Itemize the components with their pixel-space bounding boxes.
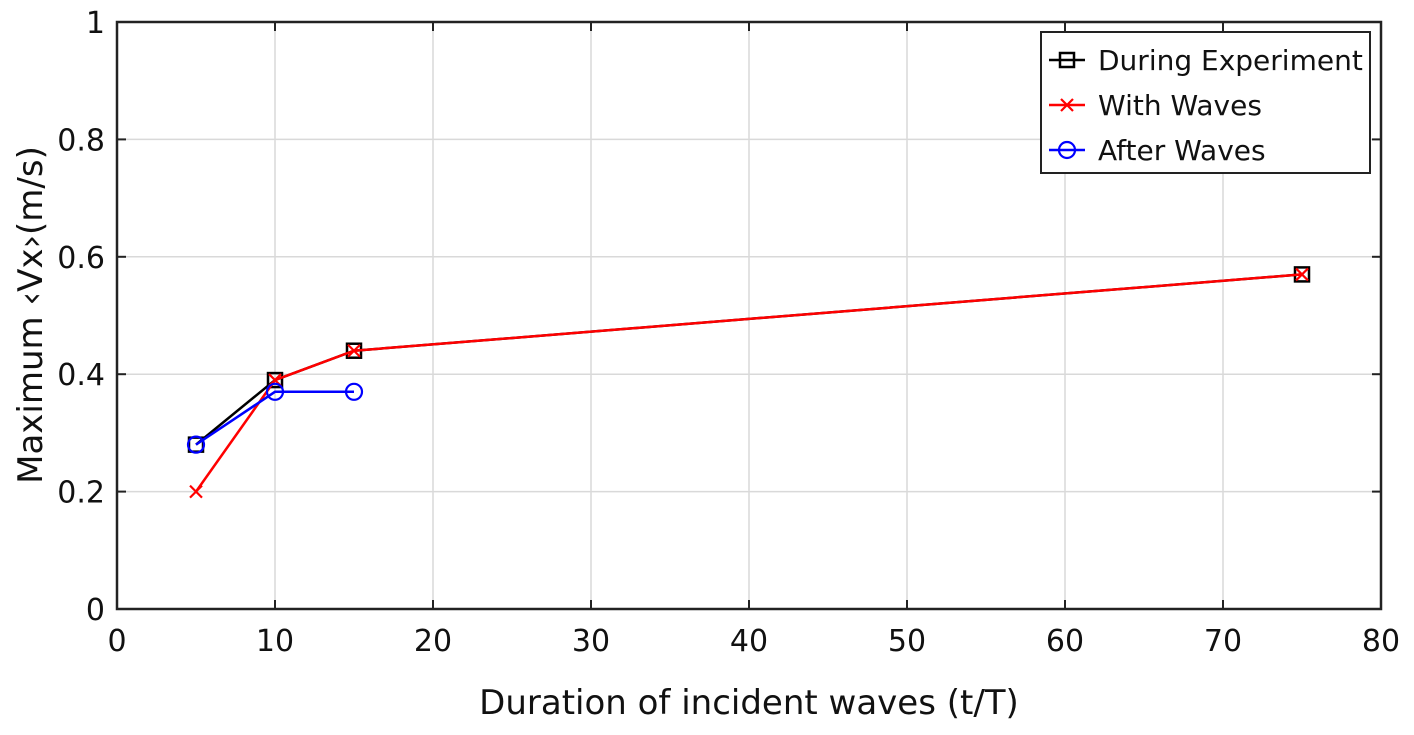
x-tick-label: 80: [1362, 624, 1400, 659]
x-tick-label: 60: [1046, 624, 1084, 659]
x-tick-label: 20: [414, 624, 452, 659]
legend-label: After Waves: [1098, 134, 1266, 167]
x-axis-label: Duration of incident waves (t/T): [479, 683, 1019, 723]
legend-entry: With Waves: [1049, 89, 1262, 122]
data-point: [265, 382, 285, 401]
y-axis-label: Maximum ‹Vx›(m/s): [11, 146, 51, 484]
data-point: [344, 382, 364, 401]
series-line: [194, 273, 1303, 493]
legend: During Experiment With Waves After Waves: [1040, 31, 1371, 174]
x-tick-label: 10: [256, 624, 294, 659]
y-tick-label: 1: [86, 6, 105, 41]
data-point: [266, 371, 284, 389]
data-point: [347, 343, 361, 358]
legend-entry: After Waves: [1049, 134, 1266, 167]
y-tick-label: 0.8: [57, 123, 105, 158]
series-with-waves: [189, 267, 1309, 499]
series-after-waves: [186, 382, 364, 454]
legend-label: During Experiment: [1098, 44, 1363, 77]
legend-marker: [1058, 51, 1076, 69]
x-tick-label: 70: [1204, 624, 1242, 659]
data-point: [189, 484, 203, 499]
series-line: [195, 390, 354, 446]
y-tick-label: 0: [86, 593, 105, 628]
legend-box: [1040, 31, 1371, 174]
axis-ticks: [116, 21, 1382, 610]
legend-label: With Waves: [1098, 89, 1262, 122]
series-layer: [186, 266, 1311, 499]
x-tick-labels: 0 10 20 30 40 50 60 70 80: [107, 624, 1400, 659]
legend-marker: [1060, 98, 1074, 112]
legend-marker: [1057, 140, 1077, 160]
data-point: [186, 435, 206, 454]
y-tick-label: 0.6: [57, 241, 105, 276]
x-tick-label: 40: [730, 624, 768, 659]
x-tick-label: 50: [888, 624, 926, 659]
y-tick-labels: 0 0.2 0.4 0.6 0.8 1: [57, 6, 105, 628]
data-point: [1295, 267, 1309, 282]
x-tick-label: 0: [107, 624, 126, 659]
y-tick-label: 0.4: [57, 358, 105, 393]
y-tick-label: 0.2: [57, 476, 105, 511]
legend-entry: During Experiment: [1049, 44, 1363, 77]
x-tick-label: 30: [572, 624, 610, 659]
